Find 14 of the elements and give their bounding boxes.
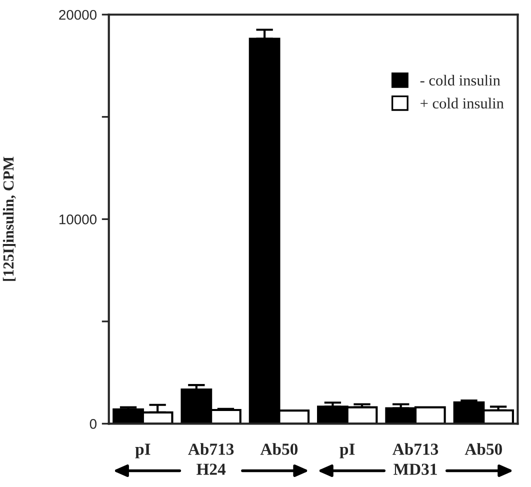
y-tick-label: 10000 [59,214,97,224]
y-tick-label: 20000 [59,10,97,20]
legend-label: + cold insulin [420,98,504,109]
text: MD31 [394,464,437,475]
y-axis-title: [125I]insulin, CPM [2,156,16,281]
text: H24 [196,464,226,475]
x-tick-label: Ab50 [260,443,298,455]
x-tick-label: pI [135,444,150,458]
legend-label: - cold insulin [420,74,500,86]
y-tick-label: 0 [90,419,97,429]
x-tick-label: Ab50 [464,443,502,455]
x-tick-label: pI [340,444,355,458]
x-tick-label: Ab713 [188,443,234,455]
x-tick-label: Ab713 [392,443,438,455]
